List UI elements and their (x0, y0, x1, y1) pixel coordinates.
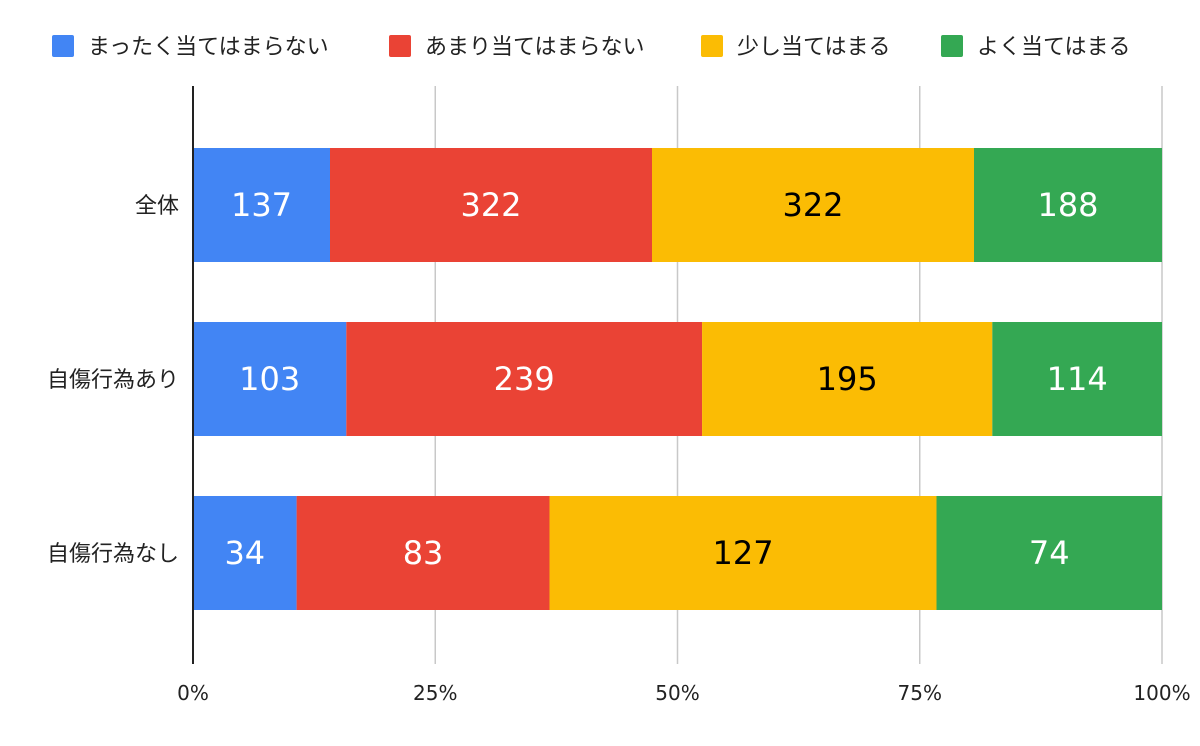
bar-value-label: 322 (460, 186, 521, 224)
legend-swatch-4 (941, 35, 963, 57)
bar-group-2: 103 239 195 114 自傷行為あり (47, 322, 1162, 436)
bar-value-label: 127 (712, 534, 773, 572)
bars: 137 322 322 188 全体 103 239 195 114 自傷行為あり 34 83 127 7… (47, 148, 1162, 610)
category-label: 自傷行為あり (47, 368, 179, 393)
bar-segment (549, 496, 937, 610)
bar-value-label: 322 (782, 186, 843, 224)
bar-value-label: 34 (224, 534, 265, 572)
legend: まったく当てはまらない あまり当てはまらない 少し当てはまる よく当てはまる (52, 35, 1131, 60)
bar-value-label: 103 (239, 360, 300, 398)
legend-label-3: 少し当てはまる (737, 35, 891, 60)
bar-value-label: 195 (817, 360, 878, 398)
bar-group-1: 137 322 322 188 全体 (135, 148, 1162, 262)
bar-segment (193, 148, 330, 262)
bar-segment (346, 322, 703, 436)
bar-segment (702, 322, 993, 436)
bar-value-label: 137 (231, 186, 292, 224)
bar-segment (992, 322, 1162, 436)
bar-segment (296, 496, 550, 610)
bar-segment (652, 148, 974, 262)
legend-swatch-2 (389, 35, 411, 57)
bar-value-label: 74 (1029, 534, 1070, 572)
x-tick-label: 25% (413, 681, 457, 705)
legend-label-2: あまり当てはまらない (425, 35, 645, 60)
legend-label-4: よく当てはまる (977, 35, 1131, 60)
bar-value-label: 114 (1047, 360, 1108, 398)
bar-segment (974, 148, 1162, 262)
category-label: 自傷行為なし (47, 542, 179, 567)
bar-value-label: 83 (403, 534, 444, 572)
x-tick-label: 100% (1133, 681, 1190, 705)
bar-segment (330, 148, 652, 262)
bar-value-label: 239 (494, 360, 555, 398)
x-tick-label: 50% (655, 681, 699, 705)
legend-swatch-3 (701, 35, 723, 57)
bar-segment (193, 496, 297, 610)
x-tick-label: 75% (898, 681, 942, 705)
legend-label-1: まったく当てはまらない (88, 35, 329, 60)
bar-group-3: 34 83 127 74 自傷行為なし (47, 496, 1162, 610)
bar-segment (936, 496, 1162, 610)
x-tick-label: 0% (177, 681, 209, 705)
legend-swatch-1 (52, 35, 74, 57)
bar-value-label: 188 (1037, 186, 1098, 224)
category-label: 全体 (135, 194, 179, 219)
axes: 0% 25% 50% 75% 100% (177, 86, 1191, 705)
bar-segment (193, 322, 347, 436)
